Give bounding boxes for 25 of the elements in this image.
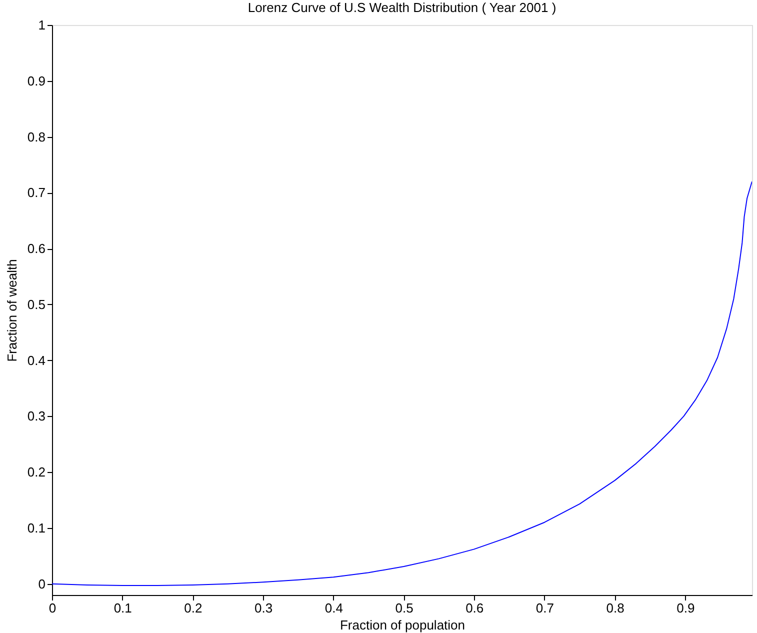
y-axis-title: Fraction of wealth [4, 259, 20, 362]
y-tick-label: 0.5 [27, 296, 46, 312]
y-tick-label: 0.3 [27, 408, 46, 424]
x-tick-label: 0.7 [536, 600, 554, 616]
y-tick-label: 0.8 [27, 129, 46, 144]
x-tick-label: 0 [48, 600, 56, 616]
y-tick-label: 0.4 [27, 352, 46, 368]
x-tick-label: 0.3 [254, 600, 273, 616]
x-tick-label: 0.5 [395, 600, 414, 616]
x-tick-label: 0.9 [676, 600, 695, 616]
y-tick-label: 0.2 [27, 464, 46, 480]
x-tick-label: 0.1 [114, 600, 132, 616]
y-tick-label: 0.7 [27, 185, 46, 200]
x-axis-title: Fraction of population [340, 618, 466, 632]
x-tick-label: 0.2 [184, 600, 202, 616]
y-tick-label: 0.1 [27, 520, 46, 536]
y-tick-label: 0.6 [27, 241, 46, 256]
y-tick-label: 0.9 [27, 73, 46, 88]
y-tick-label: 0 [38, 576, 46, 592]
x-tick-label: 0.8 [606, 600, 624, 616]
y-tick-label: 1 [38, 18, 46, 32]
x-tick-label: 0.4 [324, 600, 343, 616]
chart-title: Lorenz Curve of U.S Wealth Distribution ( Year 2001 ) [248, 0, 556, 15]
x-tick-label: 0.6 [466, 600, 484, 616]
line-series [52, 180, 752, 586]
